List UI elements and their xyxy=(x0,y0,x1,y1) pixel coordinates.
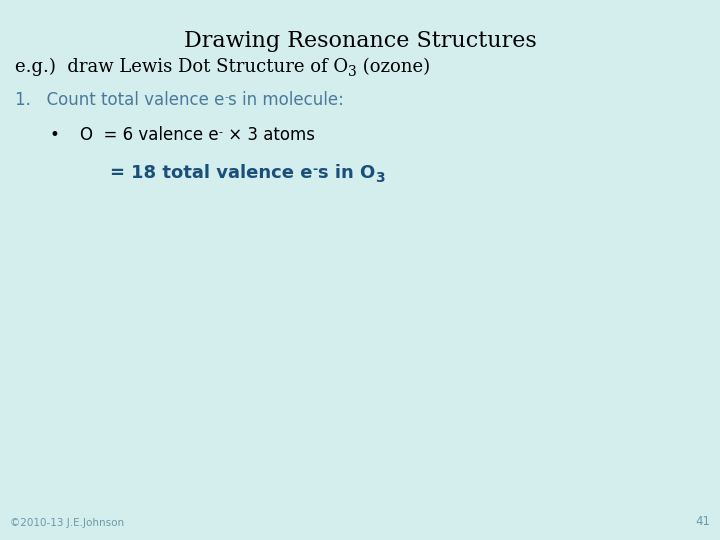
Text: 1.   Count total valence e: 1. Count total valence e xyxy=(15,91,225,109)
Text: 3: 3 xyxy=(348,65,357,79)
Text: (ozone): (ozone) xyxy=(357,58,430,76)
Text: O  = 6 valence e: O = 6 valence e xyxy=(80,126,219,144)
Text: Drawing Resonance Structures: Drawing Resonance Structures xyxy=(184,30,536,52)
Text: 41: 41 xyxy=(695,515,710,528)
Text: -: - xyxy=(219,127,222,137)
Text: s in molecule:: s in molecule: xyxy=(228,91,344,109)
Text: s in O: s in O xyxy=(318,164,375,182)
Text: 18 total valence e: 18 total valence e xyxy=(131,164,312,182)
Text: -: - xyxy=(225,92,228,102)
Text: 3: 3 xyxy=(375,171,384,185)
Text: -: - xyxy=(312,163,318,176)
Text: ©2010-13 J.E.Johnson: ©2010-13 J.E.Johnson xyxy=(10,518,124,528)
Text: =: = xyxy=(110,164,131,182)
Text: × 3 atoms: × 3 atoms xyxy=(222,126,315,144)
Text: e.g.)  draw Lewis Dot Structure of O: e.g.) draw Lewis Dot Structure of O xyxy=(15,58,348,76)
Text: •: • xyxy=(50,126,60,144)
